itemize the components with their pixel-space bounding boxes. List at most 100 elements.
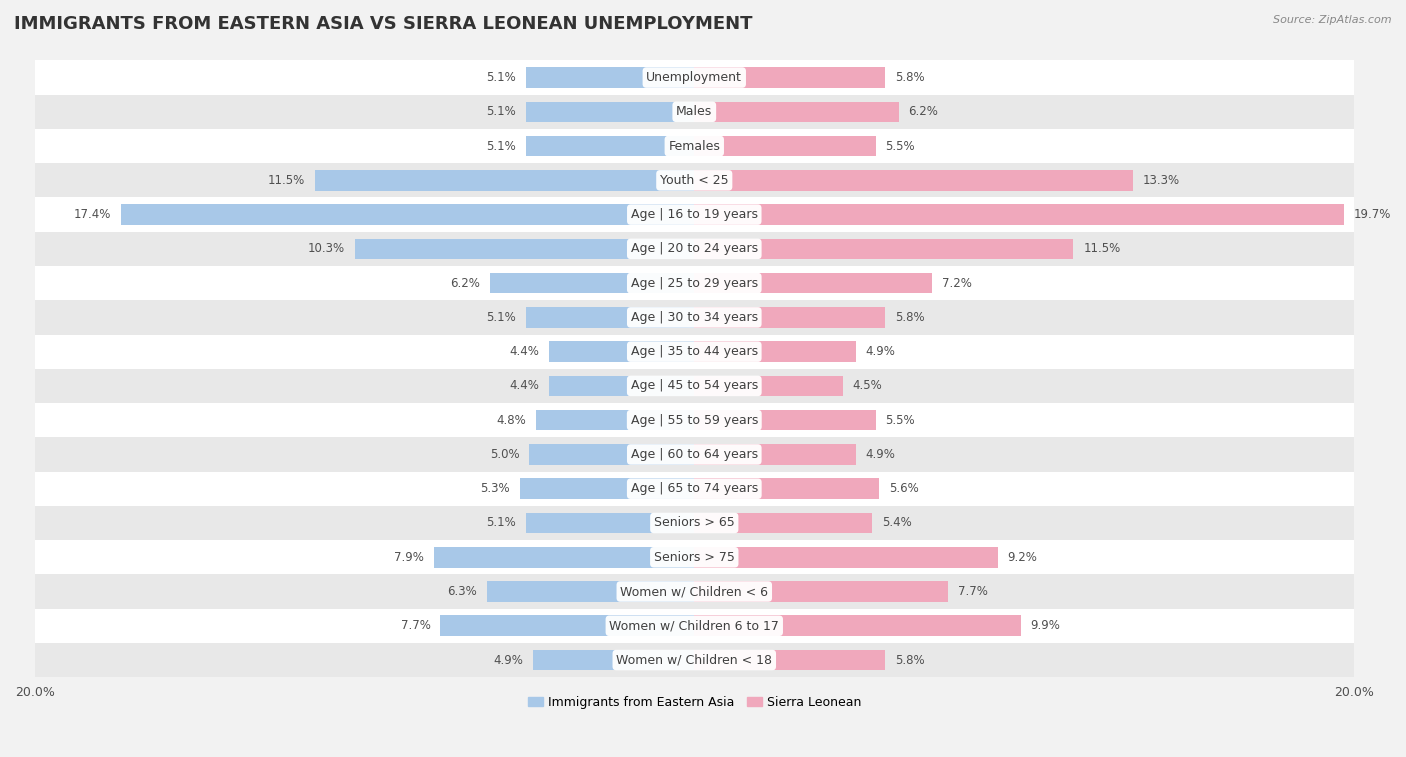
Bar [35,335,1354,369]
Bar [35,540,1354,575]
Text: 6.3%: 6.3% [447,585,477,598]
Legend: Immigrants from Eastern Asia, Sierra Leonean: Immigrants from Eastern Asia, Sierra Leo… [523,691,866,714]
Text: 7.2%: 7.2% [942,276,972,290]
Bar [526,67,695,88]
Text: 4.8%: 4.8% [496,413,526,427]
Bar [695,204,1344,225]
Text: 17.4%: 17.4% [73,208,111,221]
Text: 9.2%: 9.2% [1008,551,1038,564]
Bar [695,375,842,396]
Text: 4.9%: 4.9% [866,448,896,461]
Bar [695,67,886,88]
Text: Females: Females [668,139,720,153]
Bar [35,61,1354,95]
Text: 4.9%: 4.9% [866,345,896,358]
Text: 7.7%: 7.7% [957,585,988,598]
Text: Unemployment: Unemployment [647,71,742,84]
Bar [695,101,898,122]
Bar [526,136,695,157]
Text: Age | 45 to 54 years: Age | 45 to 54 years [631,379,758,392]
Text: 19.7%: 19.7% [1354,208,1391,221]
Bar [434,547,695,568]
Bar [695,410,876,431]
Bar [695,170,1133,191]
Bar [550,375,695,396]
Bar [695,615,1021,636]
Bar [695,238,1073,259]
Text: Males: Males [676,105,713,118]
Bar [35,472,1354,506]
Bar [520,478,695,499]
Text: 4.4%: 4.4% [509,379,540,392]
Text: Age | 30 to 34 years: Age | 30 to 34 years [631,311,758,324]
Text: 5.1%: 5.1% [486,516,516,529]
Text: IMMIGRANTS FROM EASTERN ASIA VS SIERRA LEONEAN UNEMPLOYMENT: IMMIGRANTS FROM EASTERN ASIA VS SIERRA L… [14,15,752,33]
Text: 4.9%: 4.9% [494,653,523,666]
Text: Source: ZipAtlas.com: Source: ZipAtlas.com [1274,15,1392,25]
Text: 10.3%: 10.3% [308,242,344,255]
Text: 9.9%: 9.9% [1031,619,1060,632]
Bar [354,238,695,259]
Bar [35,198,1354,232]
Text: 5.8%: 5.8% [896,653,925,666]
Text: Age | 16 to 19 years: Age | 16 to 19 years [631,208,758,221]
Text: Age | 60 to 64 years: Age | 60 to 64 years [631,448,758,461]
Bar [695,547,998,568]
Bar [536,410,695,431]
Text: Age | 25 to 29 years: Age | 25 to 29 years [631,276,758,290]
Text: 5.4%: 5.4% [882,516,912,529]
Bar [35,95,1354,129]
Bar [695,341,856,362]
Bar [35,266,1354,301]
Bar [695,444,856,465]
Text: 11.5%: 11.5% [1083,242,1121,255]
Bar [526,512,695,533]
Bar [695,273,932,294]
Text: 6.2%: 6.2% [450,276,479,290]
Text: Age | 65 to 74 years: Age | 65 to 74 years [631,482,758,495]
Bar [533,650,695,670]
Text: 13.3%: 13.3% [1143,174,1180,187]
Text: 5.0%: 5.0% [489,448,520,461]
Bar [35,438,1354,472]
Bar [35,506,1354,540]
Bar [35,301,1354,335]
Text: 7.9%: 7.9% [394,551,425,564]
Text: 5.8%: 5.8% [896,71,925,84]
Bar [35,643,1354,678]
Bar [315,170,695,191]
Text: Women w/ Children 6 to 17: Women w/ Children 6 to 17 [609,619,779,632]
Bar [695,581,948,602]
Text: 5.1%: 5.1% [486,105,516,118]
Bar [695,650,886,670]
Text: 5.1%: 5.1% [486,311,516,324]
Bar [489,273,695,294]
Text: Youth < 25: Youth < 25 [659,174,728,187]
Text: 7.7%: 7.7% [401,619,430,632]
Text: 5.6%: 5.6% [889,482,918,495]
Bar [695,307,886,328]
Text: Women w/ Children < 18: Women w/ Children < 18 [616,653,772,666]
Text: 5.5%: 5.5% [886,413,915,427]
Text: Seniors > 65: Seniors > 65 [654,516,735,529]
Bar [486,581,695,602]
Bar [526,307,695,328]
Bar [35,575,1354,609]
Text: Age | 20 to 24 years: Age | 20 to 24 years [631,242,758,255]
Text: 5.3%: 5.3% [479,482,509,495]
Text: Age | 55 to 59 years: Age | 55 to 59 years [631,413,758,427]
Bar [35,164,1354,198]
Text: 11.5%: 11.5% [269,174,305,187]
Bar [440,615,695,636]
Bar [526,101,695,122]
Text: 5.5%: 5.5% [886,139,915,153]
Bar [35,129,1354,164]
Text: 4.5%: 4.5% [852,379,883,392]
Bar [35,369,1354,403]
Text: 5.8%: 5.8% [896,311,925,324]
Bar [530,444,695,465]
Text: 5.1%: 5.1% [486,71,516,84]
Text: Age | 35 to 44 years: Age | 35 to 44 years [631,345,758,358]
Bar [695,136,876,157]
Bar [35,609,1354,643]
